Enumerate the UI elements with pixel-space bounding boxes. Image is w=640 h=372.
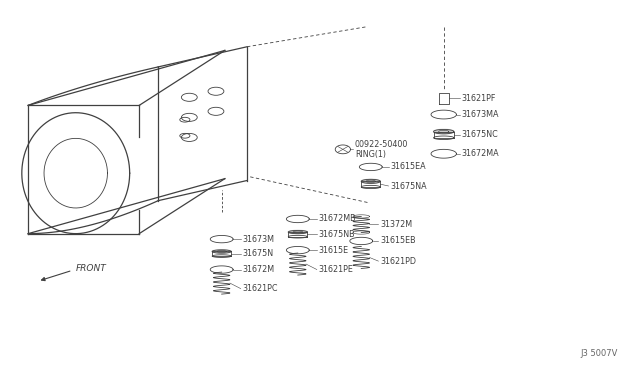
Text: 00922-50400
RING(1): 00922-50400 RING(1) <box>355 140 408 159</box>
Text: FRONT: FRONT <box>76 264 106 273</box>
Text: 31673M: 31673M <box>243 235 275 244</box>
Text: 31615E: 31615E <box>319 246 349 254</box>
Polygon shape <box>361 185 380 189</box>
Text: 31372M: 31372M <box>380 220 412 229</box>
Polygon shape <box>433 136 454 140</box>
Text: 31675NB: 31675NB <box>319 230 355 239</box>
Polygon shape <box>212 250 231 253</box>
Text: 31615EA: 31615EA <box>390 163 426 171</box>
Text: 31672MA: 31672MA <box>461 149 499 158</box>
Text: 31621PC: 31621PC <box>243 284 278 293</box>
Text: 31672M: 31672M <box>243 265 275 274</box>
Text: 31615EB: 31615EB <box>380 237 416 246</box>
Text: 31621PD: 31621PD <box>380 257 416 266</box>
Polygon shape <box>433 129 454 134</box>
Text: 31621PE: 31621PE <box>319 265 354 274</box>
Text: 31675NC: 31675NC <box>461 130 498 139</box>
Polygon shape <box>212 255 231 257</box>
Text: 31675N: 31675N <box>243 249 274 258</box>
Text: 31675NA: 31675NA <box>390 182 427 190</box>
Polygon shape <box>288 230 307 234</box>
Text: 31673MA: 31673MA <box>461 110 499 119</box>
Polygon shape <box>361 179 380 183</box>
Polygon shape <box>288 235 307 238</box>
Text: J3 5007V: J3 5007V <box>581 349 618 358</box>
Text: 31672MB: 31672MB <box>319 215 356 224</box>
Text: 31621PF: 31621PF <box>461 93 496 103</box>
